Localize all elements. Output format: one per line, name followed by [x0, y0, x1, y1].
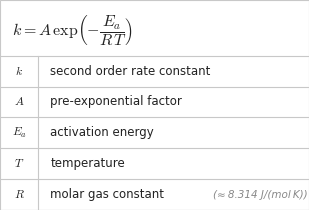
Text: $A$: $A$	[14, 96, 24, 108]
Text: (≈ 8.314 J/(mol K)): (≈ 8.314 J/(mol K))	[213, 190, 307, 199]
Text: second order rate constant: second order rate constant	[50, 65, 211, 77]
Text: activation energy: activation energy	[50, 126, 154, 139]
Text: $k$: $k$	[15, 65, 23, 77]
Text: $T$: $T$	[14, 157, 24, 170]
Text: pre-exponential factor: pre-exponential factor	[50, 96, 182, 108]
Text: molar gas constant: molar gas constant	[50, 188, 168, 201]
Text: $E_a$: $E_a$	[11, 126, 27, 140]
Text: $k = A\,\exp\!\left(-\dfrac{E_a}{R\,T}\right)$: $k = A\,\exp\!\left(-\dfrac{E_a}{R\,T}\r…	[12, 13, 133, 47]
Text: temperature: temperature	[50, 157, 125, 170]
Text: $R$: $R$	[14, 188, 24, 201]
